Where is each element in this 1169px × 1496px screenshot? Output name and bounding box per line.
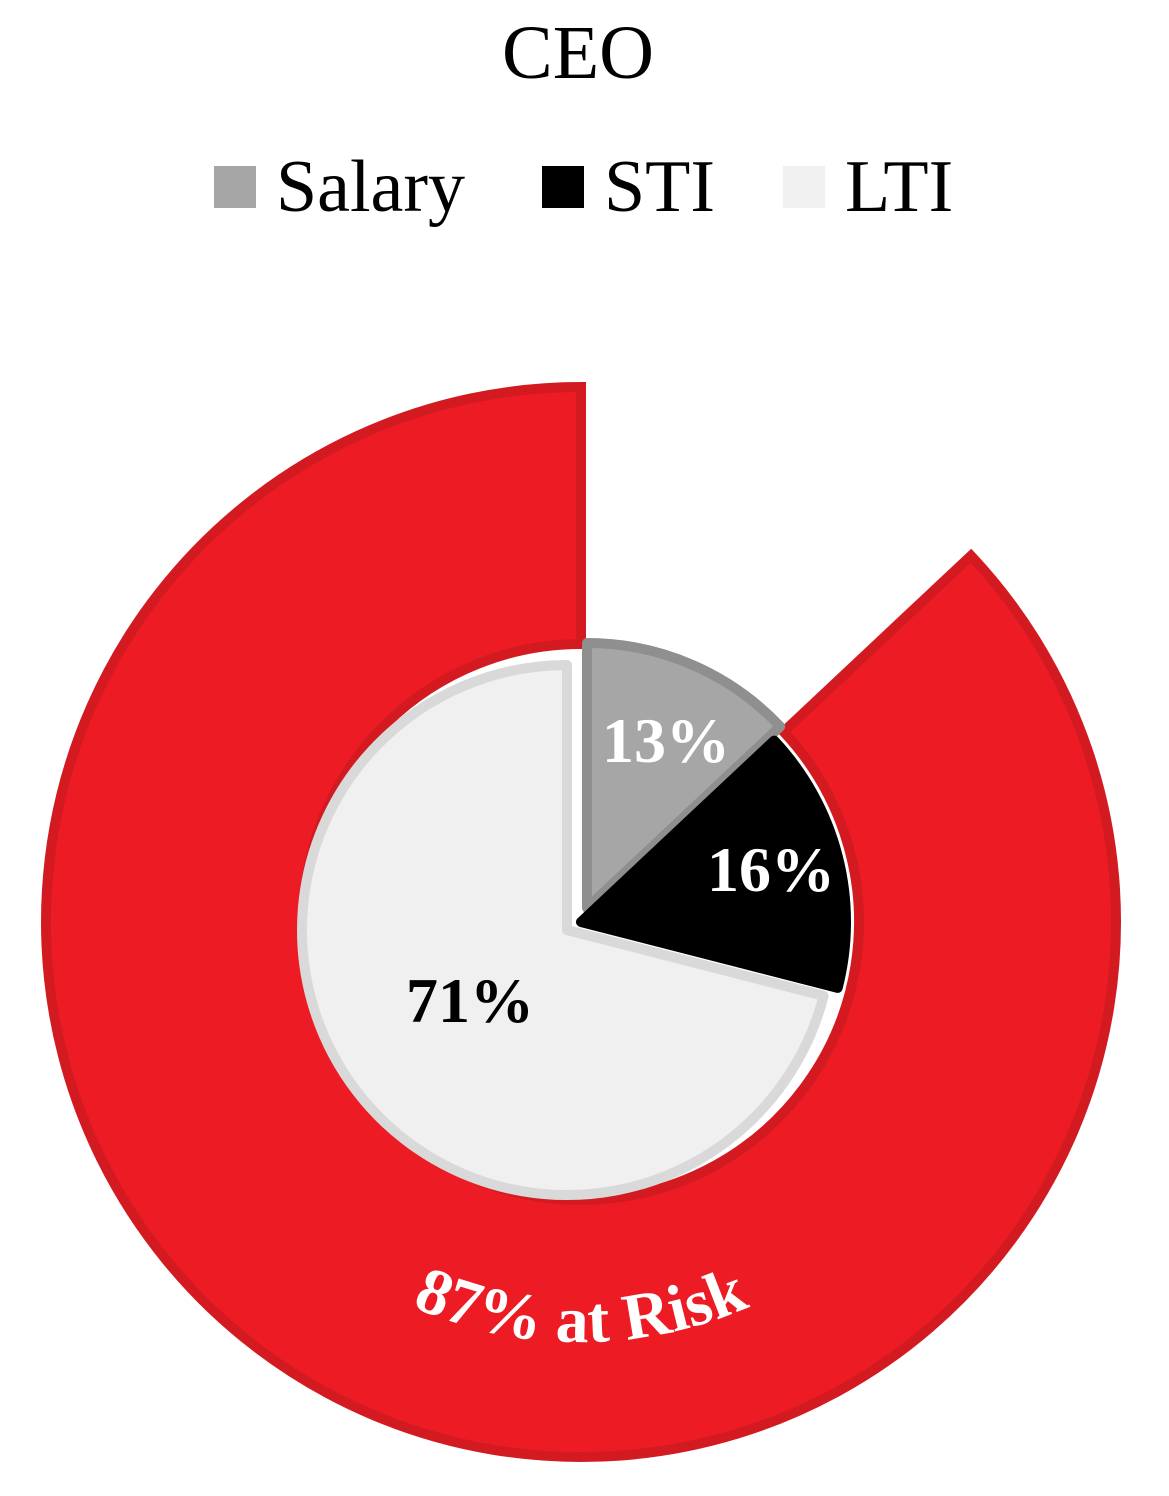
slice-label-sti: 16% [707,834,835,905]
pie-slice-salary [582,638,786,913]
legend-label-salary: Salary [276,146,465,228]
legend: Salary STI LTI [214,146,953,228]
chart-title: CEO [502,11,654,95]
legend-swatch-sti [542,166,584,208]
pie-slice-sti [576,735,851,993]
legend-swatch-lti [783,166,825,208]
legend-label-sti: STI [604,146,715,228]
at-risk-ring [41,381,1121,1462]
pie-slice-lti [297,660,829,1200]
slice-label-salary: 13% [602,705,730,776]
pie-slices: 13% 16% 71% [297,638,851,1200]
legend-swatch-salary [214,166,256,208]
legend-label-lti: LTI [845,146,953,228]
slice-label-lti: 71% [406,965,534,1036]
